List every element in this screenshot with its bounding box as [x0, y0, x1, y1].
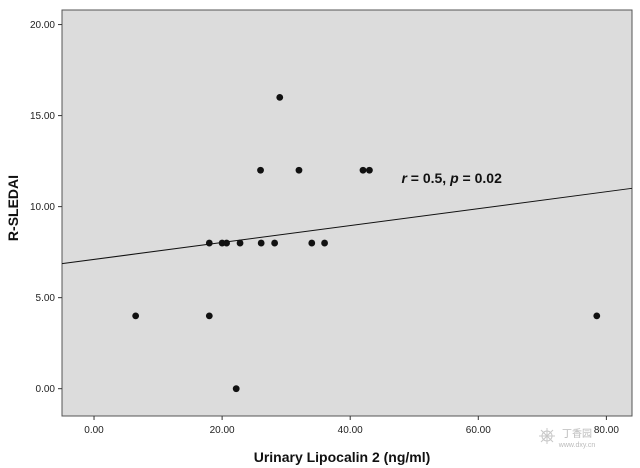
- y-axis-title: R-SLEDAI: [5, 175, 21, 241]
- x-tick-label: 80.00: [594, 425, 619, 436]
- y-axis-ticks: 0.00 5.00 10.00 15.00 20.00: [30, 20, 62, 395]
- plot-area: [61, 9, 633, 417]
- data-point: [205, 239, 213, 247]
- watermark-text: 丁香园: [562, 428, 592, 440]
- data-points: [132, 93, 601, 393]
- x-axis-title: Urinary Lipocalin 2 (ng/ml): [254, 449, 431, 465]
- y-tick-label: 5.00: [36, 293, 56, 304]
- data-point: [321, 239, 328, 247]
- data-point: [257, 239, 265, 247]
- p-value: = 0.02: [459, 170, 502, 186]
- watermark-url: www.dxy.cn: [558, 442, 596, 449]
- regression-line-group: [61, 187, 633, 265]
- data-point: [359, 166, 367, 174]
- data-point: [205, 312, 213, 320]
- y-tick-label: 0.00: [36, 384, 56, 395]
- y-tick-label: 20.00: [30, 20, 55, 31]
- data-point: [257, 166, 264, 174]
- r-value: = 0.5,: [407, 170, 450, 186]
- data-point: [308, 239, 316, 247]
- watermark: 丁香园 www.dxy.cn: [539, 428, 595, 449]
- x-tick-label: 40.00: [338, 425, 363, 436]
- data-point: [236, 239, 244, 247]
- data-point: [223, 239, 230, 247]
- data-point: [366, 166, 373, 174]
- data-point: [271, 239, 279, 247]
- r-symbol: r: [401, 170, 408, 186]
- watermark-logo-icon: [539, 428, 555, 444]
- x-axis-ticks: 0.00 20.00 40.00 60.00 80.00: [84, 416, 619, 436]
- x-tick-label: 60.00: [466, 425, 491, 436]
- y-tick-label: 10.00: [30, 202, 55, 213]
- p-symbol: p: [449, 170, 459, 186]
- x-tick-label: 0.00: [84, 425, 104, 436]
- data-point: [593, 312, 601, 320]
- data-point: [232, 385, 240, 393]
- correlation-annotation: r = 0.5, p = 0.02: [401, 170, 502, 186]
- x-tick-label: 20.00: [210, 425, 235, 436]
- y-tick-label: 15.00: [30, 111, 55, 122]
- data-point: [132, 312, 140, 320]
- data-point: [276, 93, 284, 101]
- regression-line: [61, 187, 633, 265]
- data-point: [295, 166, 303, 174]
